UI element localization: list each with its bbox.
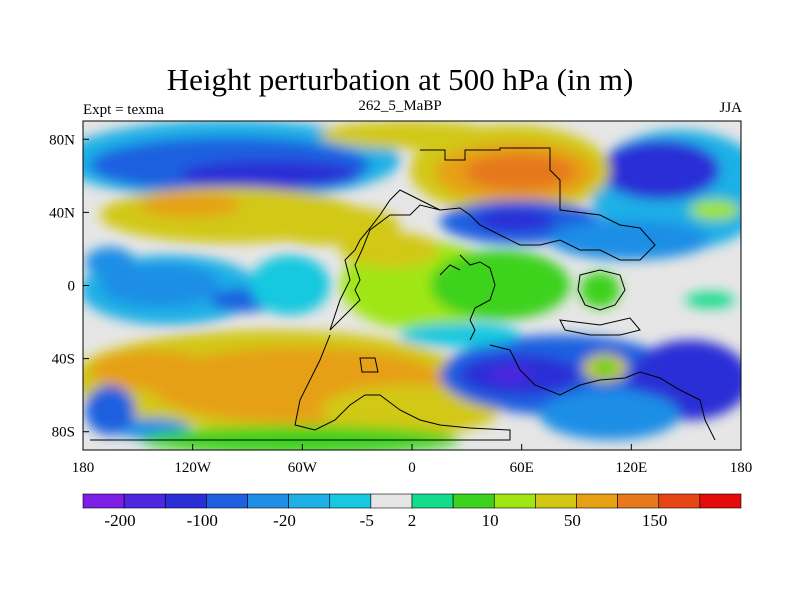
colorbar-box xyxy=(288,493,331,509)
colorbar-label: -20 xyxy=(273,511,296,530)
x-tick-label: 0 xyxy=(408,460,416,476)
x-tick-label: 120W xyxy=(174,460,212,476)
season-label: JJA xyxy=(719,100,742,116)
y-tick-label: 80S xyxy=(52,425,75,441)
x-tick-label: 60W xyxy=(288,460,318,476)
y-tick-label: 40S xyxy=(52,352,75,368)
colorbar-labels: -200 -100 -20 -5 2 10 50 150 xyxy=(104,511,667,530)
colorbar-box xyxy=(329,493,372,509)
colorbar-box xyxy=(576,493,618,509)
y-tick-label: 40N xyxy=(49,205,75,221)
y-tick-label: 0 xyxy=(68,279,76,295)
colorbar-box xyxy=(535,493,577,509)
x-tick-label: 180 xyxy=(730,460,753,476)
axis-ticks xyxy=(82,138,742,450)
colorbar-label: 50 xyxy=(564,511,581,530)
coastline-outline xyxy=(90,147,716,441)
tick-labels: 180 120W 60W 0 60E 120E 180 80N 40N 0 40S 80S xyxy=(49,132,752,476)
field-blobs xyxy=(83,121,741,450)
colorbar-label: -200 xyxy=(104,511,135,530)
time-period-label: 262_5_MaBP xyxy=(358,98,442,114)
colorbar-box xyxy=(452,493,495,509)
colorbar-label: -100 xyxy=(187,511,218,530)
colorbar-box xyxy=(617,493,660,509)
colorbar-box xyxy=(123,493,166,509)
colorbar xyxy=(82,493,742,509)
colorbar-box xyxy=(370,493,413,509)
field-layer xyxy=(83,121,741,450)
x-tick-label: 60E xyxy=(510,460,534,476)
colorbar-box xyxy=(493,493,536,509)
colorbar-box xyxy=(206,493,248,509)
x-tick-label: 120E xyxy=(615,460,647,476)
experiment-label: Expt = texma xyxy=(83,102,164,118)
y-tick-label: 80N xyxy=(49,132,75,148)
colorbar-box xyxy=(82,493,125,509)
colorbar-label: 10 xyxy=(482,511,499,530)
chart-title: Height perturbation at 500 hPa (in m) xyxy=(166,62,634,97)
colorbar-box xyxy=(658,493,701,509)
colorbar-label: 150 xyxy=(642,511,668,530)
x-tick-label: 180 xyxy=(72,460,95,476)
colorbar-box xyxy=(247,493,289,509)
colorbar-label: -5 xyxy=(360,511,374,530)
colorbar-box xyxy=(164,493,207,509)
colorbar-box xyxy=(411,493,454,509)
colorbar-box xyxy=(699,493,742,509)
colorbar-label: 2 xyxy=(408,511,417,530)
